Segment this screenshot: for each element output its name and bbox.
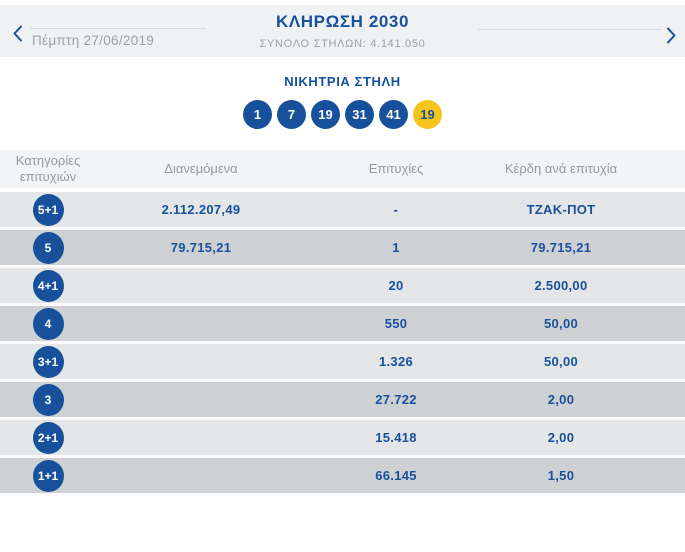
winning-number: 7: [287, 107, 296, 122]
draw-date: Πέμπτη 27/06/2019: [32, 33, 155, 48]
winning-number-ball: 7: [277, 100, 306, 129]
next-draw-button[interactable]: [662, 23, 681, 48]
prize-value: 2.500,00: [534, 278, 588, 293]
prize-row-4: 4 550 50,00: [0, 306, 685, 344]
winning-number: 31: [352, 107, 367, 122]
bonus-number-ball: 19: [413, 100, 442, 129]
wins-value: 15.418: [375, 430, 417, 445]
prize-table: Κατηγορίες επιτυχιών Διανεμόμενα Επιτυχί…: [0, 150, 685, 496]
previous-draw-button[interactable]: [8, 21, 27, 46]
prize-table-header: Κατηγορίες επιτυχιών Διανεμόμενα Επιτυχί…: [0, 150, 685, 192]
wins-value: 20: [388, 278, 404, 293]
prize-value: 50,00: [543, 354, 579, 369]
prize-row-3plus1: 3+1 1.326 50,00: [0, 344, 685, 382]
draw-title-block: ΚΛΗΡΩΣΗ 2030 ΣΥΝΟΛΟ ΣΤΗΛΩΝ: 4.141.050: [0, 12, 685, 50]
prize-value: ΤΖΑΚ-ΠΟΤ: [526, 202, 596, 217]
prize-row-5: 5 79.715,21 1 79.715,21: [0, 230, 685, 268]
prize-value: 1,50: [547, 468, 575, 483]
winning-number-ball: 1: [243, 100, 272, 129]
winning-column-section: ΝΙΚΗΤΡΙΑ ΣΤΗΛΗ 1 7 19 31 41 19: [0, 57, 685, 129]
prize-value: 2,00: [547, 430, 575, 445]
chevron-left-icon: [12, 25, 23, 42]
right-divider-line: [478, 29, 662, 30]
category-badge: 5: [32, 231, 64, 264]
category-badge: 1+1: [32, 459, 64, 492]
prize-value: 50,00: [543, 316, 579, 331]
total-columns-label: ΣΥΝΟΛΟ ΣΤΗΛΩΝ: 4.141.050: [259, 38, 426, 50]
category-badge: 5+1: [32, 193, 64, 226]
category-badge: 4+1: [32, 269, 64, 302]
column-header-prize: Κέρδη ανά επιτυχία: [504, 160, 618, 176]
prize-row-4plus1: 4+1 20 2.500,00: [0, 268, 685, 306]
chevron-right-icon: [666, 27, 677, 44]
winning-numbers: 1 7 19 31 41 19: [0, 100, 685, 129]
winning-column-title: ΝΙΚΗΤΡΙΑ ΣΤΗΛΗ: [284, 74, 401, 89]
winning-number: 1: [253, 107, 262, 122]
draw-header: Πέμπτη 27/06/2019 ΚΛΗΡΩΣΗ 2030 ΣΥΝΟΛΟ ΣΤ…: [0, 5, 685, 57]
column-header-wins: Επιτυχίες: [368, 160, 424, 176]
winning-number: 41: [386, 107, 401, 122]
date-divider-line: [30, 28, 206, 29]
wins-value: 550: [384, 316, 408, 331]
prize-value: 2,00: [547, 392, 575, 407]
prize-row-3: 3 27.722 2,00: [0, 382, 685, 420]
winning-number-ball: 31: [345, 100, 374, 129]
winning-number-ball: 41: [379, 100, 408, 129]
wins-value: 1.326: [378, 354, 414, 369]
wins-value: 27.722: [375, 392, 417, 407]
winning-number: 19: [318, 107, 333, 122]
prize-row-5plus1: 5+1 2.112.207,49 - ΤΖΑΚ-ΠΟΤ: [0, 192, 685, 230]
bonus-number: 19: [420, 107, 435, 122]
prize-row-2plus1: 2+1 15.418 2,00: [0, 420, 685, 458]
category-badge: 4: [32, 307, 64, 340]
winning-number-ball: 19: [311, 100, 340, 129]
draw-title: ΚΛΗΡΩΣΗ 2030: [275, 12, 410, 31]
category-badge: 3+1: [32, 345, 64, 378]
wins-value: 66.145: [375, 468, 417, 483]
prize-row-1plus1: 1+1 66.145 1,50: [0, 458, 685, 496]
prize-value: 79.715,21: [530, 240, 592, 255]
column-header-distributed: Διανεμόμενα: [164, 160, 238, 176]
category-badge: 2+1: [32, 421, 64, 454]
wins-value: -: [393, 202, 399, 217]
distributed-value: 2.112.207,49: [161, 202, 241, 217]
distributed-value: 79.715,21: [170, 240, 232, 255]
category-badge: 3: [32, 383, 64, 416]
wins-value: 1: [392, 240, 400, 255]
column-header-category: Κατηγορίες επιτυχιών: [15, 152, 81, 184]
